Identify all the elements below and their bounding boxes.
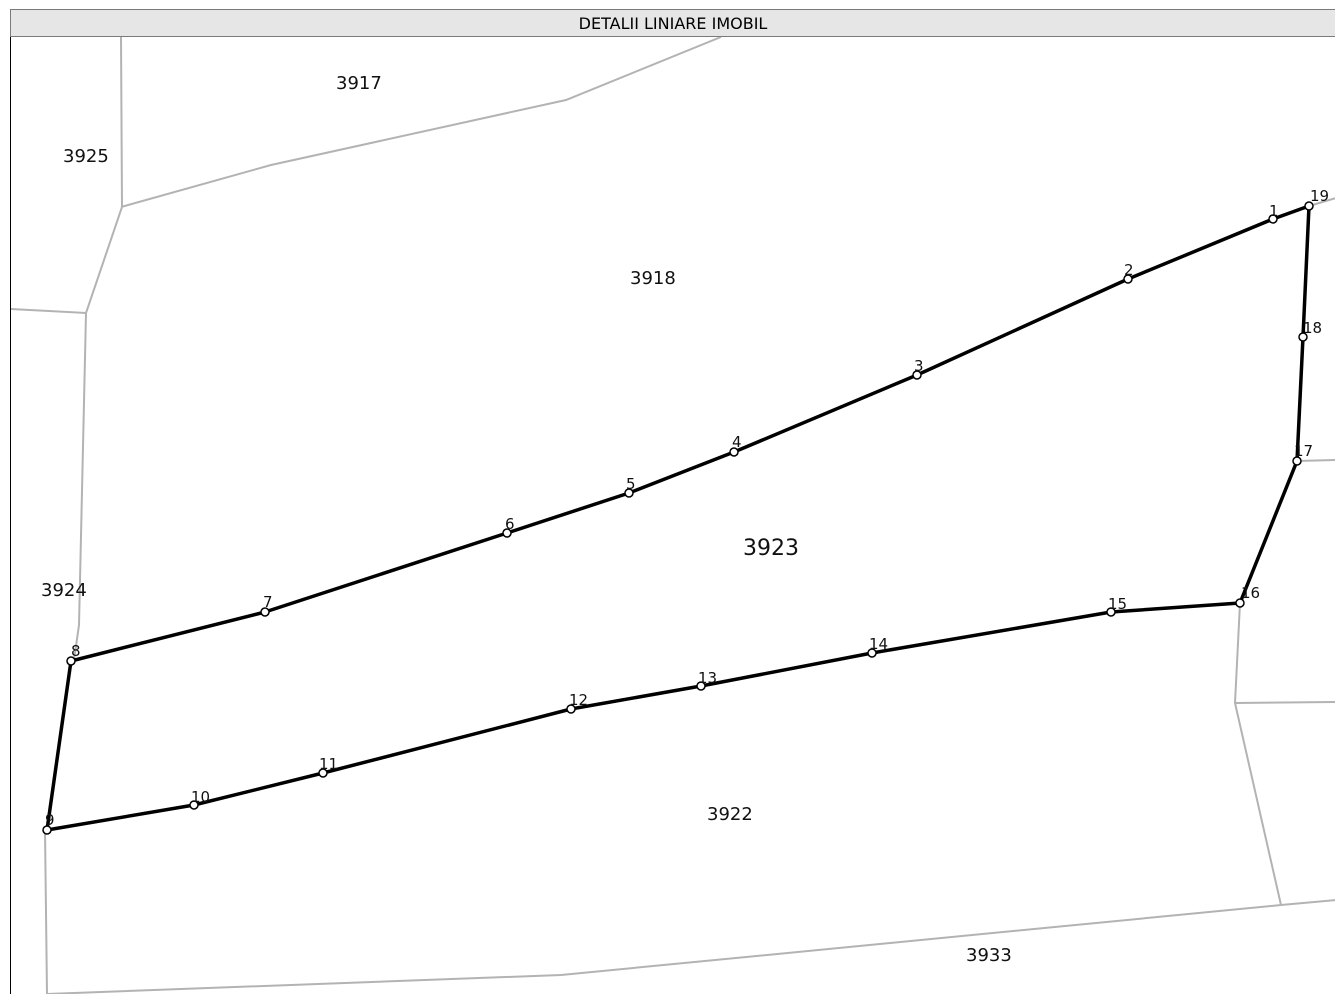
- map-canvas[interactable]: 1 2 3 4 5 6 7 8 9 10 11 12 13 14 15 16 1…: [11, 37, 1335, 994]
- boundary-3924-west: [73, 312, 87, 661]
- vertex-marker-10: [189, 800, 199, 810]
- boundary-east-16: [1233, 602, 1282, 906]
- parcel-label-3925: 3925: [63, 146, 109, 167]
- boundary-east-mid: [1296, 459, 1335, 462]
- parcel-3923-boundary[interactable]: [45, 204, 1311, 832]
- vertex-marker-6: [502, 528, 512, 538]
- vertex-marker-13: [696, 681, 706, 691]
- vertex-marker-9: [42, 825, 52, 835]
- vertex-label-3: 3: [914, 357, 924, 375]
- vertex-marker-19: [1304, 201, 1314, 211]
- vertex-label-10: 10: [191, 788, 210, 806]
- vertex-marker-17: [1292, 456, 1302, 466]
- vertex-label-1: 1: [1269, 202, 1279, 220]
- vertex-label-8: 8: [71, 642, 81, 660]
- vertex-label-14: 14: [869, 635, 888, 653]
- parcel-label-3922: 3922: [707, 804, 753, 825]
- vertex-marker-14: [867, 648, 877, 658]
- parcel-label-3917: 3917: [336, 73, 382, 94]
- vertex-marker-7: [260, 607, 270, 617]
- vertex-label-9: 9: [45, 811, 55, 829]
- vertex-marker-8: [66, 656, 76, 666]
- vertex-marker-12: [566, 704, 576, 714]
- vertex-label-6: 6: [505, 515, 515, 533]
- vertex-marker-4: [729, 447, 739, 457]
- vertex-label-2: 2: [1124, 261, 1134, 279]
- vertex-label-5: 5: [626, 475, 636, 493]
- page-title: DETALII LINIARE IMOBIL: [10, 9, 1335, 37]
- vertex-label-16: 16: [1241, 584, 1260, 602]
- vertex-marker-1: [1268, 214, 1278, 224]
- vertex-marker-3: [912, 370, 922, 380]
- vertex-label-13: 13: [698, 669, 717, 687]
- vertex-marker-18: [1298, 332, 1308, 342]
- boundary-3922-west: [44, 829, 48, 994]
- vertex-label-7: 7: [263, 593, 273, 611]
- boundary-3933: [46, 899, 1335, 994]
- vertex-label-4: 4: [732, 433, 742, 451]
- vertex-marker-16: [1235, 598, 1245, 608]
- vertex-label-15: 15: [1108, 595, 1127, 613]
- parcel-labels: 3917 3925 3918 3923 3924 3922 3933: [41, 73, 1012, 966]
- vertex-marker-15: [1106, 607, 1116, 617]
- boundary-3917-3918: [120, 37, 722, 208]
- parcel-label-3923: 3923: [743, 536, 799, 561]
- vertex-markers: [42, 201, 1314, 835]
- parcel-label-3933: 3933: [966, 945, 1012, 966]
- vertex-marker-11: [318, 768, 328, 778]
- boundary-3925-west: [11, 37, 124, 315]
- vertex-label-17: 17: [1294, 442, 1313, 460]
- neighbor-boundaries: [11, 37, 1335, 994]
- parcel-label-3924: 3924: [41, 580, 87, 601]
- vertex-label-18: 18: [1303, 319, 1322, 337]
- vertex-labels: 1 2 3 4 5 6 7 8 9 10 11 12 13 14 15 16 1…: [45, 187, 1329, 829]
- cadastral-map[interactable]: 1 2 3 4 5 6 7 8 9 10 11 12 13 14 15 16 1…: [10, 37, 1335, 994]
- vertex-label-12: 12: [569, 691, 588, 709]
- boundary-east-703: [1234, 701, 1335, 704]
- vertex-marker-2: [1123, 274, 1133, 284]
- parcel-label-3918: 3918: [630, 268, 676, 289]
- vertex-label-11: 11: [319, 755, 338, 773]
- vertex-marker-5: [624, 488, 634, 498]
- vertex-label-19: 19: [1310, 187, 1329, 205]
